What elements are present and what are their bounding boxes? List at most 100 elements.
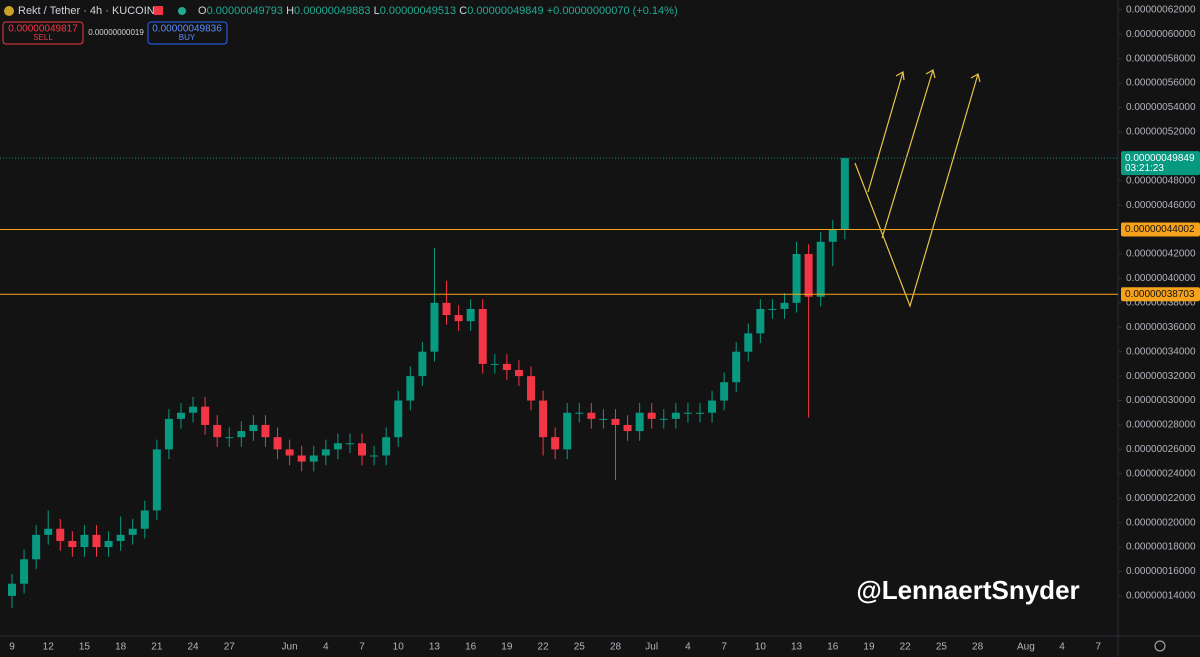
candle-body — [189, 406, 198, 413]
last-price-box — [1121, 151, 1200, 176]
candle-body — [394, 400, 403, 438]
quote-value: 0.00000049513 — [380, 5, 456, 17]
status-icon — [178, 7, 186, 15]
candle-body — [44, 528, 53, 535]
y-tick-label: 0.00000026000 — [1126, 444, 1196, 455]
candle-body — [261, 424, 270, 438]
x-tick-label: 4 — [323, 642, 329, 653]
last-price-label: 0.00000049849 — [1125, 153, 1195, 164]
candle-body — [442, 302, 451, 316]
x-tick-label: 15 — [79, 642, 91, 653]
x-tick-label: Aug — [1017, 642, 1035, 653]
y-tick-label: 0.00000046000 — [1126, 200, 1196, 211]
arrow-head — [970, 73, 981, 83]
x-tick-label: 21 — [151, 642, 163, 653]
candle-body — [32, 534, 41, 560]
candle-body — [321, 449, 330, 456]
candle-body — [418, 351, 427, 377]
x-tick-label: 7 — [359, 642, 365, 653]
x-tick-label: 16 — [827, 642, 839, 653]
y-tick-label: 0.00000024000 — [1126, 468, 1196, 479]
candle-body — [695, 412, 704, 414]
y-tick-label: 0.00000058000 — [1126, 53, 1196, 64]
x-tick-label: 7 — [721, 642, 727, 653]
x-tick-label: 22 — [538, 642, 550, 653]
y-tick-label: 0.00000054000 — [1126, 102, 1196, 113]
candle-body — [80, 534, 89, 548]
candle-body — [490, 363, 499, 365]
flag-icon[interactable] — [154, 6, 163, 15]
quote-value: 0.00000049883 — [294, 5, 370, 17]
arrow-head — [895, 71, 905, 81]
y-tick-label: 0.00000060000 — [1126, 29, 1196, 40]
buy-price: 0.00000049836 — [152, 24, 222, 35]
y-tick-label: 0.00000056000 — [1126, 78, 1196, 89]
x-tick-label: 4 — [1059, 642, 1065, 653]
candle-body — [382, 437, 391, 456]
countdown: 03:21:23 — [1125, 163, 1164, 174]
x-tick-label: 10 — [755, 642, 767, 653]
candle-body — [56, 528, 65, 541]
candle-body — [225, 437, 234, 439]
projection — [854, 69, 981, 308]
candle-body — [8, 583, 16, 596]
plot: 0.00000014000 0.00000016000 0.00000018000 0… — [8, 4, 1196, 653]
buy-button[interactable] — [147, 21, 228, 45]
settings-icon[interactable] — [1154, 640, 1166, 652]
y-tick-label: 0.00000048000 — [1126, 175, 1196, 186]
candle-body — [539, 400, 548, 438]
candle-body — [768, 308, 777, 310]
x-tick-label: 13 — [791, 642, 803, 653]
candle-body — [164, 418, 173, 450]
candle-body — [201, 406, 210, 425]
candle-body — [502, 363, 511, 371]
candle-body — [152, 449, 161, 511]
x-tick-label: 13 — [429, 642, 441, 653]
candle-body — [744, 333, 753, 352]
candle-body — [128, 528, 137, 535]
candle-body — [237, 431, 246, 438]
x-tick-label: Jun — [282, 642, 298, 653]
x-tick-label: 22 — [900, 642, 912, 653]
candle-body — [756, 308, 765, 334]
candle-body — [527, 376, 536, 401]
candle-body — [732, 351, 741, 383]
candle-body — [345, 443, 354, 445]
candle-body — [430, 302, 439, 352]
candle-body — [575, 412, 584, 414]
y-tick-label: 0.00000042000 — [1126, 249, 1196, 260]
candle-body — [213, 424, 222, 438]
candle-body — [587, 412, 596, 419]
candle-body — [454, 315, 463, 322]
candle-body — [623, 424, 632, 432]
arrow-head — [925, 69, 936, 79]
sell-button[interactable] — [2, 21, 84, 45]
candle-body — [611, 418, 620, 425]
level-label: 0.00000044002 — [1125, 224, 1195, 235]
sell-price: 0.00000049817 — [8, 24, 78, 35]
candle-body — [309, 455, 318, 462]
candle-body — [804, 254, 813, 297]
candle-body — [780, 302, 789, 309]
candle-body — [176, 412, 185, 419]
candle-body — [406, 376, 415, 401]
y-tick-label: 0.00000016000 — [1126, 566, 1196, 577]
quote-change: +0.00000000070 (+0.14%) — [547, 5, 678, 17]
y-tick-label: 0.00000034000 — [1126, 346, 1196, 357]
quote-key: L — [374, 5, 380, 17]
quote-key: O — [198, 5, 207, 17]
y-tick-label: 0.00000052000 — [1126, 127, 1196, 138]
candle-body — [659, 418, 668, 420]
x-tick-label: 7 — [1096, 642, 1102, 653]
candle-body — [551, 437, 560, 450]
candle-body — [792, 254, 801, 303]
x-tick-label: 18 — [115, 642, 127, 653]
y-tick-label: 0.00000062000 — [1126, 4, 1196, 15]
candle-body — [116, 534, 125, 541]
candle-body — [370, 455, 379, 457]
x-tick-label: Jul — [645, 642, 658, 653]
candle-body — [285, 449, 294, 456]
candle-body — [671, 412, 680, 419]
